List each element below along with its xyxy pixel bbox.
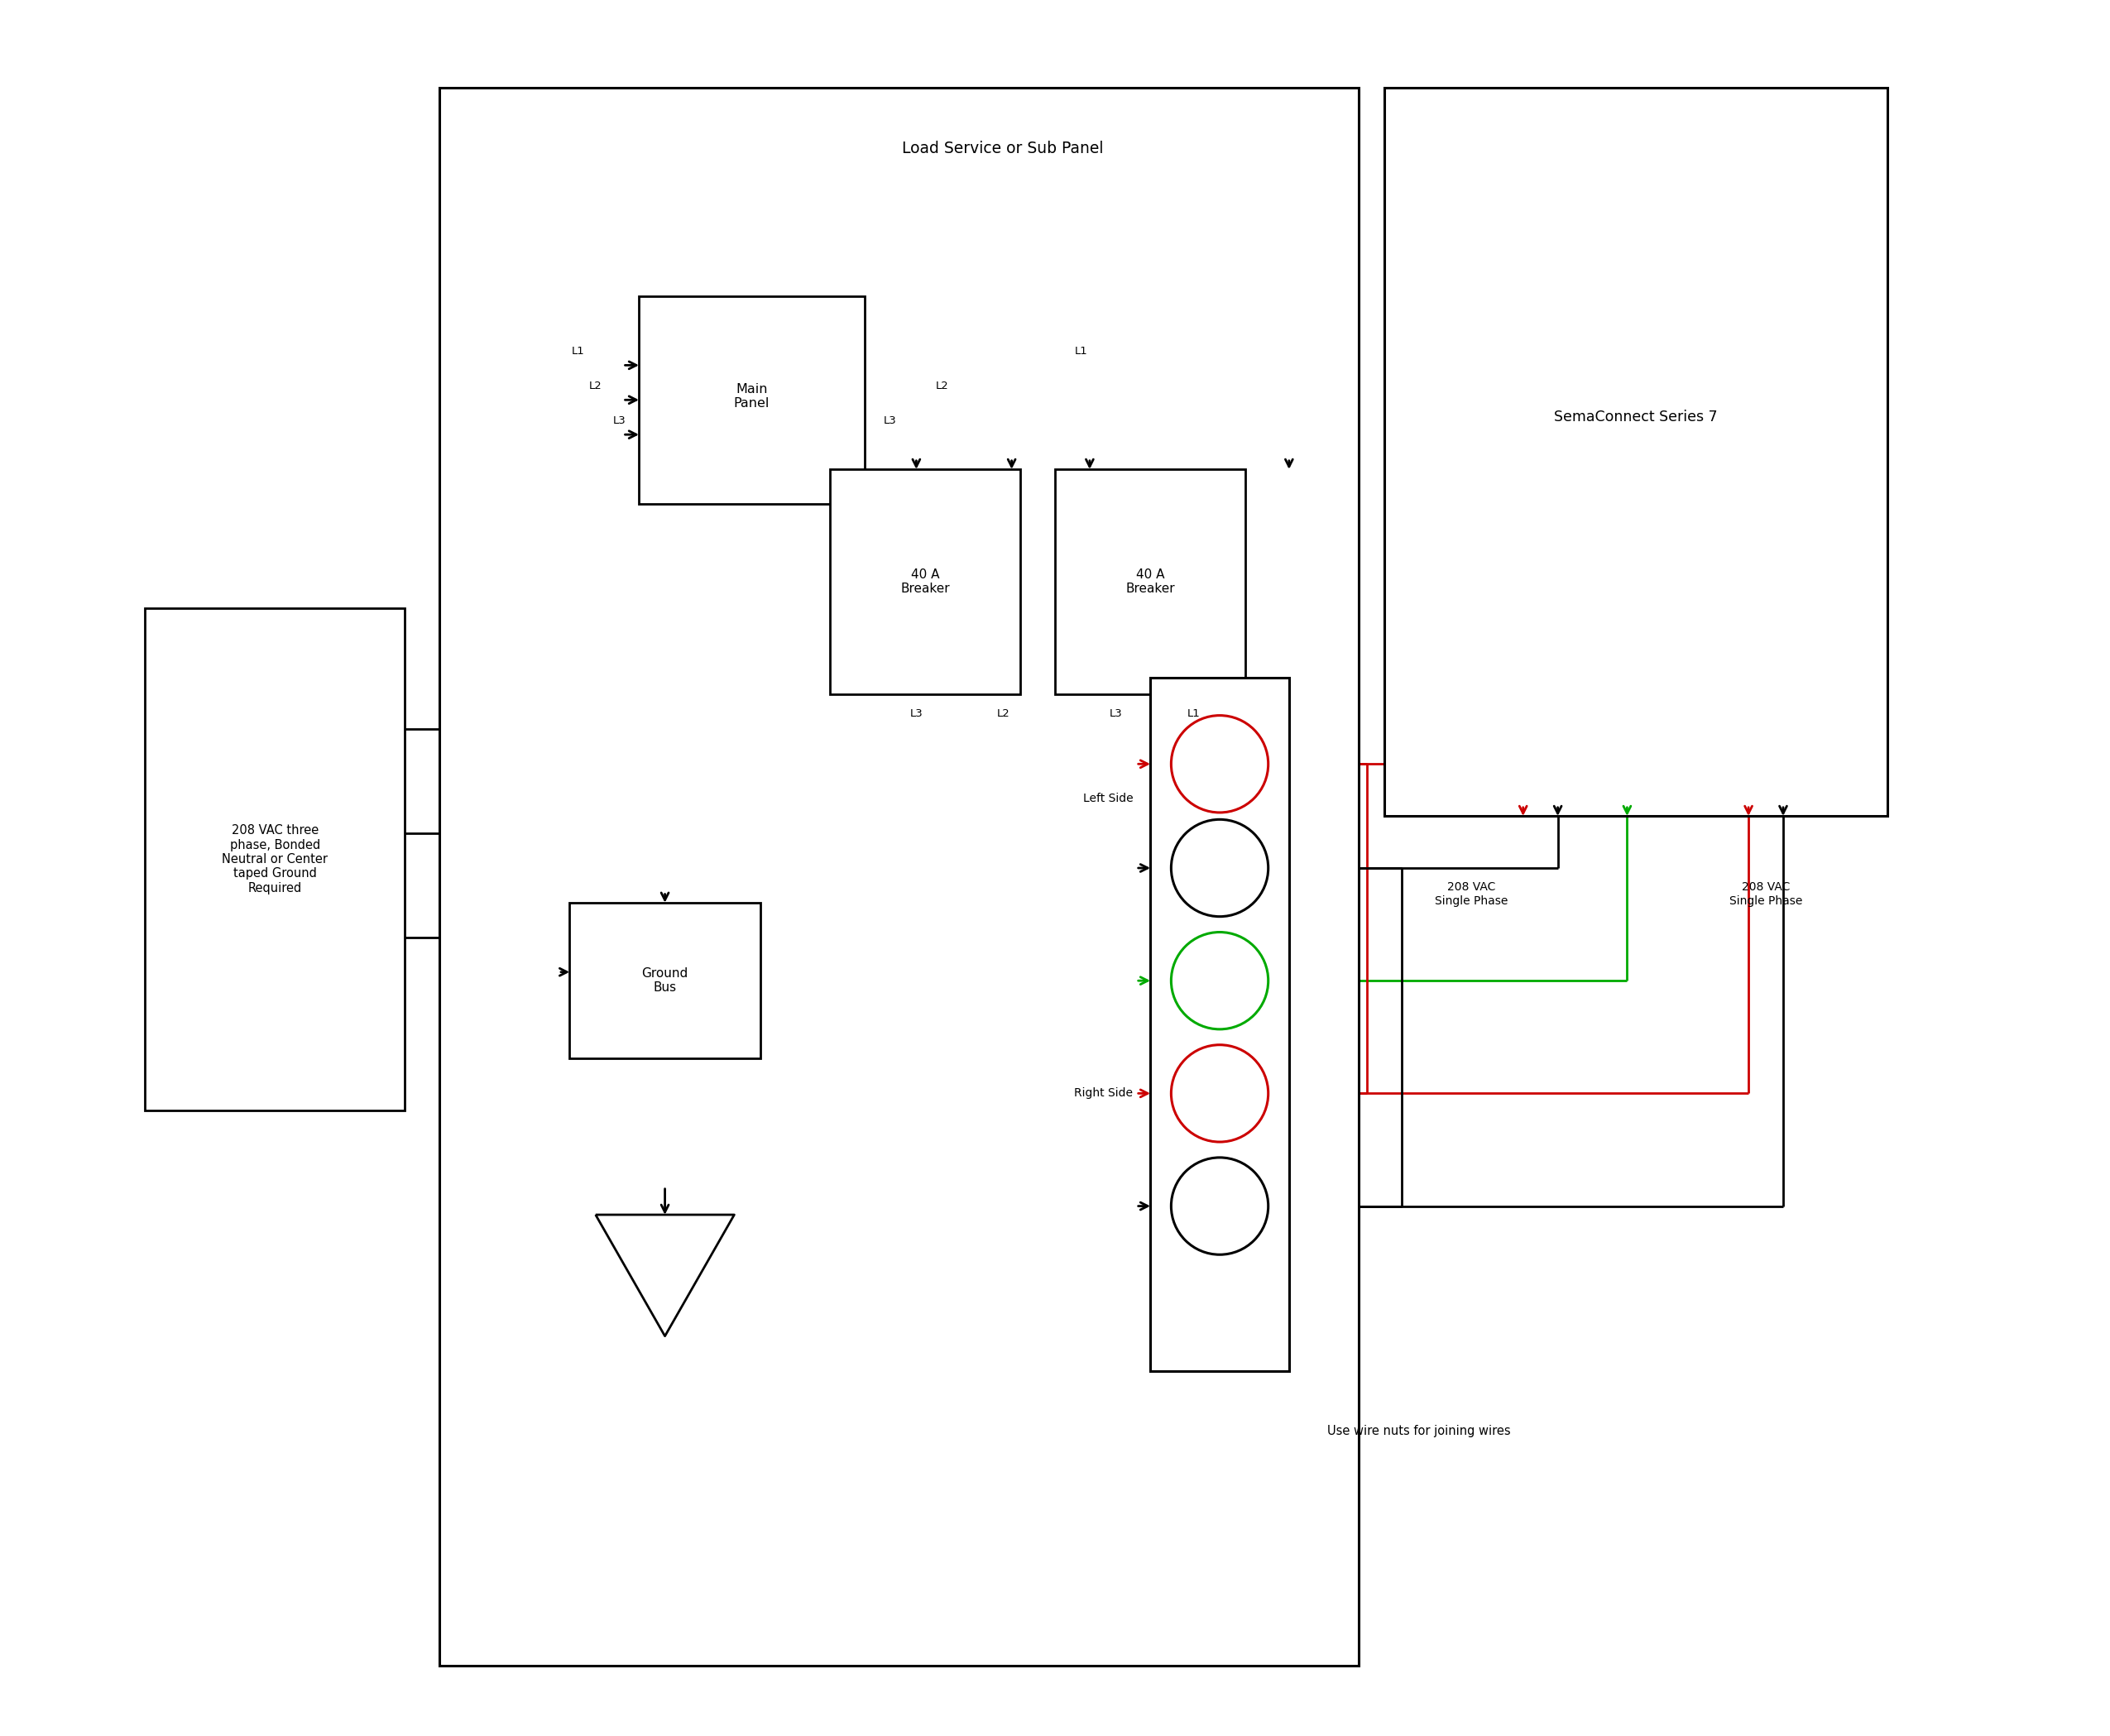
Circle shape <box>1171 1045 1268 1142</box>
Text: L2: L2 <box>937 380 949 391</box>
Text: L1: L1 <box>1074 345 1087 356</box>
Text: Load Service or Sub Panel: Load Service or Sub Panel <box>903 141 1104 156</box>
Bar <box>1055 469 1245 694</box>
Circle shape <box>1171 715 1268 812</box>
Circle shape <box>1171 932 1268 1029</box>
Bar <box>570 903 760 1059</box>
Text: 40 A
Breaker: 40 A Breaker <box>1125 568 1175 595</box>
Text: 40 A
Breaker: 40 A Breaker <box>901 568 949 595</box>
Circle shape <box>1171 1158 1268 1255</box>
Text: L2: L2 <box>996 708 1009 719</box>
Bar <box>829 469 1021 694</box>
Text: L3: L3 <box>1110 708 1123 719</box>
Bar <box>146 608 405 1111</box>
Text: Right Side: Right Side <box>1074 1087 1133 1099</box>
Text: Ground
Bus: Ground Bus <box>641 967 688 995</box>
Text: SemaConnect Series 7: SemaConnect Series 7 <box>1555 410 1718 425</box>
Text: L3: L3 <box>884 415 897 425</box>
Bar <box>639 295 865 503</box>
Text: L1: L1 <box>572 345 584 356</box>
Bar <box>1150 677 1289 1371</box>
Bar <box>1384 89 1886 816</box>
Text: 208 VAC three
phase, Bonded
Neutral or Center
taped Ground
Required: 208 VAC three phase, Bonded Neutral or C… <box>222 825 327 894</box>
Text: 208 VAC
Single Phase: 208 VAC Single Phase <box>1435 882 1509 906</box>
Text: L3: L3 <box>909 708 922 719</box>
Text: Left Side: Left Side <box>1082 793 1133 804</box>
Text: L1: L1 <box>1188 708 1201 719</box>
Text: L2: L2 <box>589 380 601 391</box>
Text: 208 VAC
Single Phase: 208 VAC Single Phase <box>1730 882 1802 906</box>
Text: Use wire nuts for joining wires: Use wire nuts for joining wires <box>1327 1425 1511 1437</box>
Circle shape <box>1171 819 1268 917</box>
Text: Main
Panel: Main Panel <box>734 384 770 410</box>
Bar <box>439 89 1359 1665</box>
Text: L3: L3 <box>612 415 627 425</box>
